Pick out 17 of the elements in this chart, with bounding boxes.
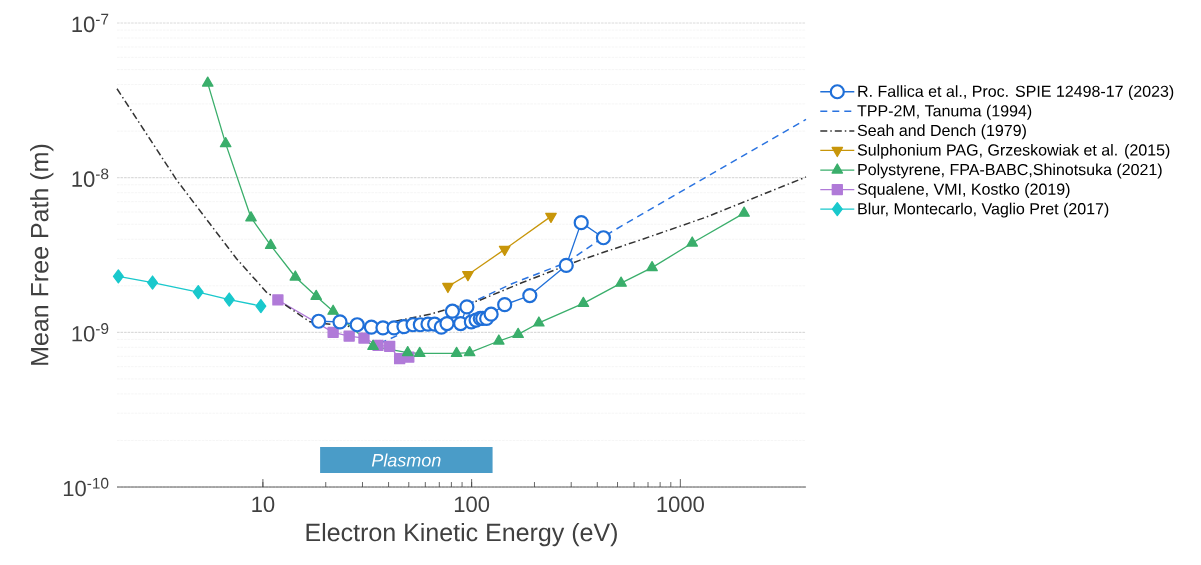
legend-label: TPP-2M, Tanuma (1994) [857,104,1032,120]
y-tick-label: 10$^{-9}$ [72,323,109,342]
legend-label: R. Fallica et al., Proc. SPIE 12498-17 (2023) [858,85,1174,101]
x-tick-label: 100 [454,496,490,513]
legend-label: Seah and Dench (1979) [857,124,1026,140]
y-tick-label: 10$^{-7}$ [72,13,109,33]
y-tick-label: 10$^{-8}$ [72,168,109,187]
legend-label: Sulphonium PAG, Grzeskowiak et al. (2015) [857,143,1170,159]
band-label: Plasmon [371,453,441,467]
legend-label: Blur, Montecarlo, Vaglio Pret (2017) [858,202,1109,218]
y-tick-label: 10$^{-10}$ [63,477,109,497]
legend-label: Polystyrene, FPA-BABC,Shinotsuka (2021) [858,163,1162,179]
legend-label: Squalene, VMI, Kostko (2019) [857,183,1070,198]
x-tick-label: 10 [252,496,275,513]
x-tick-label: 1000 [657,496,704,513]
x-axis-title: Electron Kinetic Energy (eV) [306,522,617,547]
y-axis-title: Mean Free Path (m) [30,144,54,365]
